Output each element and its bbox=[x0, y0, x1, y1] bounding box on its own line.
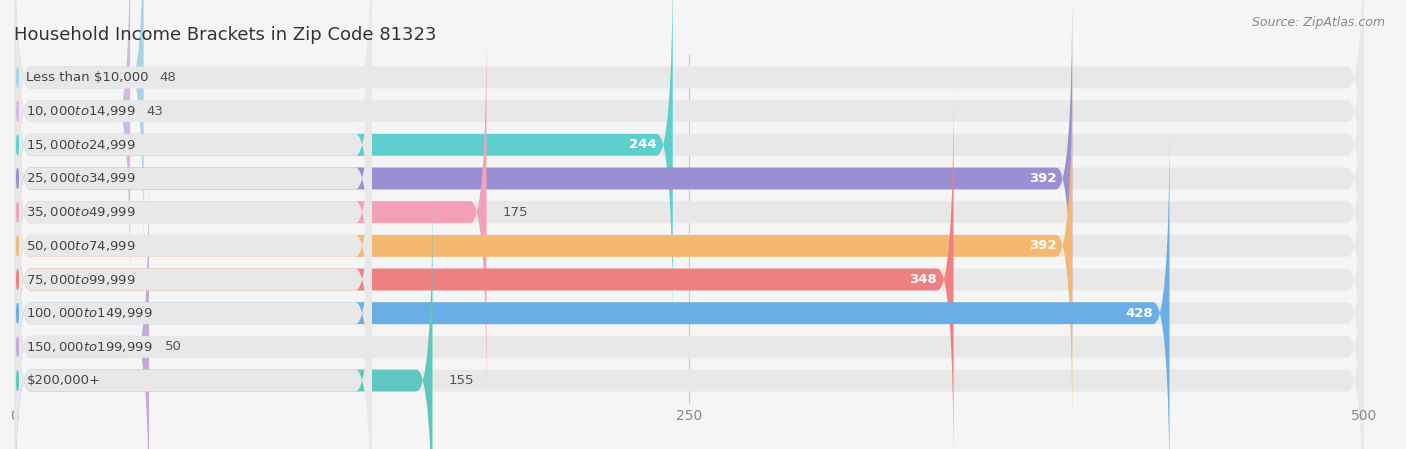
FancyBboxPatch shape bbox=[14, 189, 1364, 449]
FancyBboxPatch shape bbox=[14, 122, 1170, 449]
FancyBboxPatch shape bbox=[14, 156, 371, 449]
FancyBboxPatch shape bbox=[14, 0, 131, 302]
Text: 392: 392 bbox=[1029, 172, 1056, 185]
Circle shape bbox=[17, 337, 18, 357]
Circle shape bbox=[17, 371, 18, 390]
Text: 50: 50 bbox=[166, 340, 183, 353]
FancyBboxPatch shape bbox=[14, 55, 371, 437]
Text: 175: 175 bbox=[503, 206, 529, 219]
Circle shape bbox=[17, 169, 18, 188]
Text: $25,000 to $34,999: $25,000 to $34,999 bbox=[27, 172, 136, 185]
FancyBboxPatch shape bbox=[14, 189, 371, 449]
FancyBboxPatch shape bbox=[14, 21, 486, 403]
Circle shape bbox=[17, 101, 18, 121]
FancyBboxPatch shape bbox=[14, 122, 371, 449]
Text: Source: ZipAtlas.com: Source: ZipAtlas.com bbox=[1251, 16, 1385, 29]
Circle shape bbox=[17, 270, 18, 289]
FancyBboxPatch shape bbox=[14, 156, 149, 449]
Text: $50,000 to $74,999: $50,000 to $74,999 bbox=[27, 239, 136, 253]
FancyBboxPatch shape bbox=[14, 0, 371, 336]
FancyBboxPatch shape bbox=[14, 156, 1364, 449]
Text: 43: 43 bbox=[146, 105, 163, 118]
Circle shape bbox=[17, 236, 18, 255]
FancyBboxPatch shape bbox=[14, 0, 1364, 336]
Text: $35,000 to $49,999: $35,000 to $49,999 bbox=[27, 205, 136, 219]
Text: $75,000 to $99,999: $75,000 to $99,999 bbox=[27, 273, 136, 286]
Text: Household Income Brackets in Zip Code 81323: Household Income Brackets in Zip Code 81… bbox=[14, 26, 436, 44]
FancyBboxPatch shape bbox=[14, 122, 1364, 449]
FancyBboxPatch shape bbox=[14, 0, 1364, 370]
FancyBboxPatch shape bbox=[14, 88, 371, 449]
Text: $15,000 to $24,999: $15,000 to $24,999 bbox=[27, 138, 136, 152]
FancyBboxPatch shape bbox=[14, 0, 371, 370]
Text: $200,000+: $200,000+ bbox=[27, 374, 100, 387]
FancyBboxPatch shape bbox=[14, 55, 1364, 437]
FancyBboxPatch shape bbox=[14, 88, 1364, 449]
FancyBboxPatch shape bbox=[14, 21, 1364, 403]
FancyBboxPatch shape bbox=[14, 0, 1073, 370]
FancyBboxPatch shape bbox=[14, 0, 672, 336]
FancyBboxPatch shape bbox=[14, 0, 371, 269]
Text: 155: 155 bbox=[449, 374, 474, 387]
Text: $150,000 to $199,999: $150,000 to $199,999 bbox=[27, 340, 153, 354]
FancyBboxPatch shape bbox=[14, 189, 433, 449]
FancyBboxPatch shape bbox=[14, 0, 1364, 269]
Text: 48: 48 bbox=[160, 71, 177, 84]
Text: $100,000 to $149,999: $100,000 to $149,999 bbox=[27, 306, 153, 320]
FancyBboxPatch shape bbox=[14, 21, 371, 403]
FancyBboxPatch shape bbox=[14, 55, 1073, 437]
Text: $10,000 to $14,999: $10,000 to $14,999 bbox=[27, 104, 136, 118]
Circle shape bbox=[17, 68, 18, 87]
Circle shape bbox=[17, 304, 18, 323]
Circle shape bbox=[17, 135, 18, 154]
Text: 428: 428 bbox=[1126, 307, 1153, 320]
Text: 348: 348 bbox=[910, 273, 938, 286]
FancyBboxPatch shape bbox=[14, 0, 1364, 302]
Text: 244: 244 bbox=[628, 138, 657, 151]
FancyBboxPatch shape bbox=[14, 88, 953, 449]
FancyBboxPatch shape bbox=[14, 0, 143, 269]
Text: Less than $10,000: Less than $10,000 bbox=[27, 71, 149, 84]
FancyBboxPatch shape bbox=[14, 0, 371, 302]
Circle shape bbox=[17, 202, 18, 222]
Text: 392: 392 bbox=[1029, 239, 1056, 252]
